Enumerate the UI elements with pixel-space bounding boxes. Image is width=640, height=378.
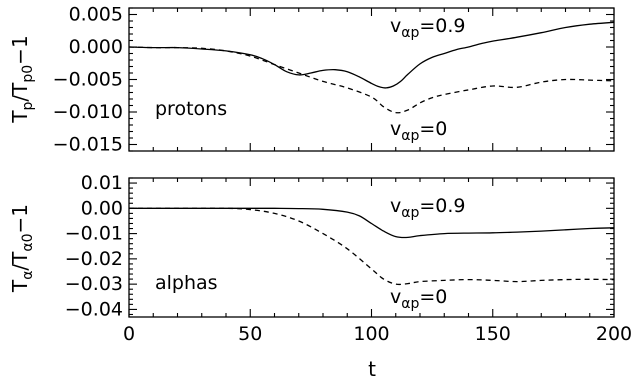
x-axis-label: t (368, 357, 376, 378)
tick-marks (128, 7, 615, 152)
x-tick-label: 50 (238, 323, 262, 345)
series-line-vap-0.9 (128, 21, 615, 89)
annotation-vap-0: vαp=0 (390, 118, 447, 144)
y-tick-label: −0.010 (53, 101, 123, 123)
panel-frame (128, 7, 615, 152)
y-tick-label: −0.02 (65, 248, 123, 270)
annotation-alphas: alphas (155, 272, 218, 294)
panel-alphas: 0.01 0.00 −0.01 −0.02 −0.03 −0.04 0 50 100 150 20… (8, 172, 632, 378)
panel-frame (128, 177, 615, 318)
series-group (129, 207, 615, 286)
y-tick-label: 0.005 (69, 4, 123, 26)
x-tick-label: 150 (475, 323, 511, 345)
y-tick-label: −0.005 (53, 69, 123, 91)
y-tick-labels: 0.005 0.000 −0.005 −0.010 −0.015 (53, 4, 123, 156)
x-tick-label: 100 (353, 323, 389, 345)
annotation-protons: protons (155, 98, 227, 120)
y-tick-label: −0.03 (65, 273, 123, 295)
y-tick-label: 0.00 (81, 197, 123, 219)
panel-protons: 0.005 0.000 −0.005 −0.010 −0.015 protons vαp… (8, 4, 615, 156)
y-tick-label: 0.01 (81, 172, 123, 194)
y-axis-label: Tα/Tα0−1 (8, 204, 36, 293)
y-axis-label: Tp/Tp0−1 (8, 35, 36, 123)
series-line-vap-0 (129, 207, 615, 286)
y-tick-label: −0.04 (65, 298, 123, 320)
x-tick-label: 0 (123, 323, 135, 345)
series-line-vap-0.9 (129, 207, 615, 239)
y-tick-label: 0.000 (69, 36, 123, 58)
annotation-vap-0.9: vαp=0.9 (390, 15, 466, 41)
x-tick-label: 200 (596, 323, 632, 345)
annotation-vap-0.9: vαp=0.9 (390, 195, 466, 221)
y-tick-labels: 0.01 0.00 −0.01 −0.02 −0.03 −0.04 (65, 172, 123, 320)
x-tick-labels: 0 50 100 150 200 (123, 323, 632, 345)
series-group (128, 21, 615, 114)
series-line-vap-0 (128, 46, 615, 114)
annotation-vap-0: vαp=0 (390, 286, 447, 312)
tick-marks (128, 177, 615, 317)
y-tick-label: −0.01 (65, 223, 123, 245)
y-tick-label: −0.015 (53, 134, 123, 156)
